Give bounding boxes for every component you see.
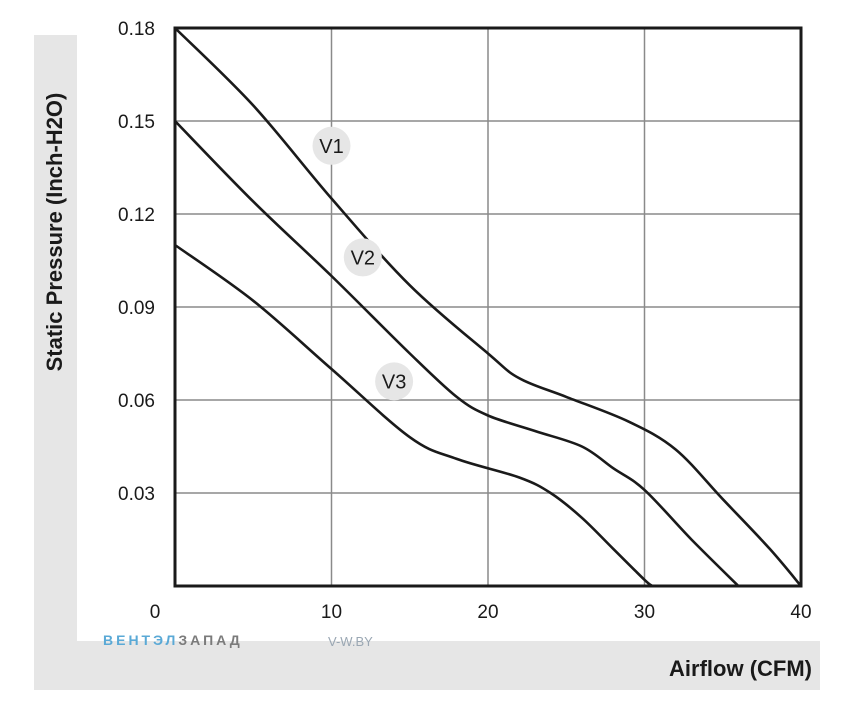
series-label-bubble-0 — [312, 126, 351, 165]
x-tick-label-0: 0 — [150, 602, 161, 623]
y-tick-label-5: 0.18 — [118, 19, 155, 40]
x-tick-label-1: 10 — [321, 602, 342, 623]
x-axis-label-band — [34, 641, 820, 690]
series-label-2: V3 — [382, 371, 406, 393]
tick-labels: 0 10 20 30 40 0.03 0.06 0.09 0.12 0.15 0.18 — [118, 19, 812, 623]
x-tick-label-2: 20 — [477, 602, 498, 623]
series-label-bubble-2 — [375, 362, 414, 401]
x-tick-label-4: 40 — [790, 602, 811, 623]
x-axis-title: Airflow (CFM) — [669, 656, 812, 681]
watermark-url: V-W.BY — [328, 634, 373, 649]
y-tick-label-4: 0.15 — [118, 112, 155, 133]
series-label-0: V1 — [319, 136, 343, 158]
y-tick-label-2: 0.09 — [118, 298, 155, 319]
x-tick-label-3: 30 — [634, 602, 655, 623]
y-tick-label-3: 0.12 — [118, 205, 155, 226]
series-line-v2 — [174, 120, 740, 587]
watermark-brand: ВЕНТЭЛЗАПАД — [103, 632, 243, 648]
series-label-1: V2 — [351, 247, 375, 269]
series-line-v3 — [174, 243, 654, 588]
series-label-bubble-1 — [343, 238, 382, 277]
y-tick-label-0: 0.03 — [118, 484, 155, 505]
y-axis-label-band — [34, 35, 77, 690]
series-labels: V1 V2 V3 — [312, 126, 414, 401]
watermark-brand-part-a: ВЕНТЭЛ — [103, 632, 179, 648]
grid — [175, 28, 801, 586]
plot-frame — [173, 26, 803, 588]
watermark-brand-part-b: ЗАПАД — [178, 632, 243, 648]
series-lines — [174, 27, 802, 588]
series-line-v1 — [174, 27, 802, 587]
y-tick-label-1: 0.06 — [118, 391, 155, 412]
